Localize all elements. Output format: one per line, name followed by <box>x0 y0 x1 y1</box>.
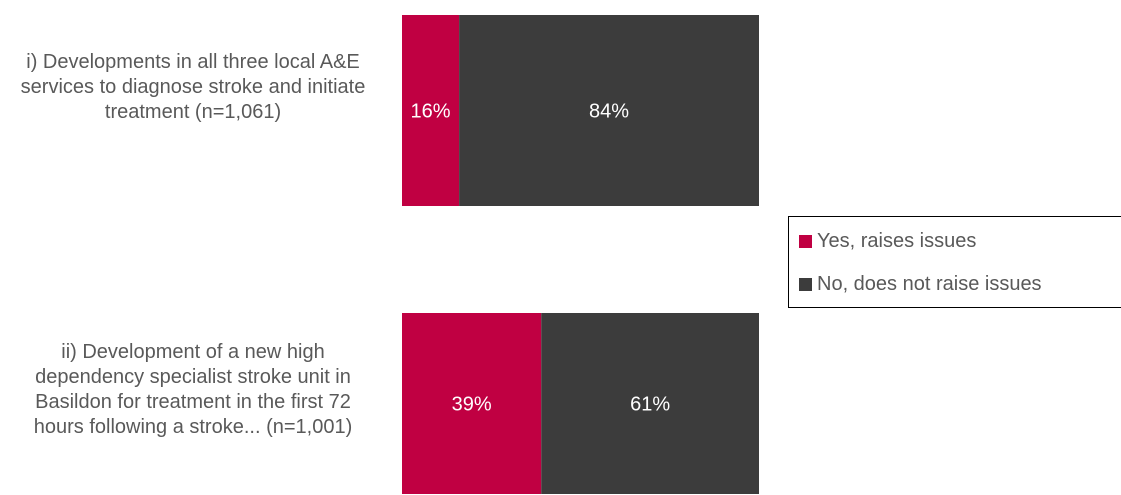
data-label-no-1: 84% <box>589 101 629 123</box>
legend-label-no: No, does not raise issues <box>817 273 1042 295</box>
bar-segment-no-2 <box>541 313 759 494</box>
bar-segment-yes-2 <box>402 313 542 494</box>
category-label-1: i) Developments in all three local A&E s… <box>20 51 366 123</box>
legend-label-yes: Yes, raises issues <box>817 230 977 252</box>
bar-segment-yes-1 <box>402 15 460 206</box>
data-label-no-2: 61% <box>630 394 670 416</box>
legend-swatch-yes <box>799 235 812 248</box>
legend-item-no: No, does not raise issues <box>799 273 1042 296</box>
category-label-2: ii) Development of a new high dependency… <box>33 341 353 438</box>
legend-item-yes: Yes, raises issues <box>799 230 976 253</box>
chart-legend: Yes, raises issues No, does not raise is… <box>788 216 1121 308</box>
data-label-yes-2: 39% <box>452 394 492 416</box>
bar-segment-no-1 <box>459 15 759 206</box>
data-label-yes-1: 16% <box>411 101 451 123</box>
legend-swatch-no <box>799 278 812 291</box>
